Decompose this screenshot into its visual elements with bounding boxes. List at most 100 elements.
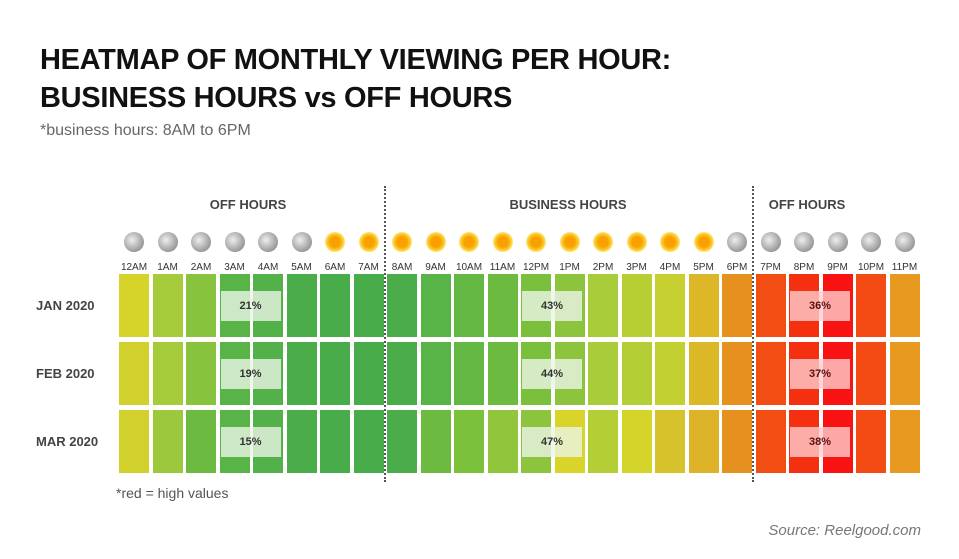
- sun-icon: [593, 232, 613, 252]
- heatmap-cell: [387, 342, 417, 405]
- month-label: FEB 2020: [36, 366, 95, 381]
- hour-label: 3AM: [224, 262, 245, 273]
- heatmap-cell: [755, 410, 786, 473]
- heatmap-cell: [119, 410, 149, 473]
- heatmap-cell: [588, 342, 618, 405]
- value-label: 38%: [790, 427, 850, 457]
- legend-note: *red = high values: [116, 485, 229, 501]
- hour-label: 6AM: [324, 262, 346, 273]
- month-label: JAN 2020: [36, 298, 95, 313]
- title-line-2: BUSINESS HOURS vs OFF HOURS: [40, 82, 513, 114]
- heatmap-cell: [186, 274, 216, 337]
- hour-label: 10PM: [857, 262, 885, 273]
- hour-label: 1PM: [559, 262, 580, 273]
- moon-icon: [124, 232, 144, 252]
- value-label: 43%: [522, 291, 582, 321]
- sun-icon: [526, 232, 546, 252]
- title-line-1: HEATMAP OF MONTHLY VIEWING PER HOUR:: [40, 44, 671, 76]
- section-label-off-hours-evening: OFF HOURS: [768, 197, 846, 212]
- sun-icon: [392, 232, 412, 252]
- sun-icon: [693, 232, 714, 252]
- moon-icon: [894, 232, 915, 252]
- hour-label: 11PM: [891, 262, 918, 273]
- heatmap-cell: [621, 410, 652, 473]
- heatmap-cell: [186, 342, 216, 405]
- heatmap-cell: [487, 274, 518, 337]
- moon-icon: [727, 232, 747, 252]
- hour-label: 9PM: [827, 262, 848, 273]
- hour-label: 2AM: [190, 262, 212, 273]
- heatmap-cell: [286, 410, 317, 473]
- value-label: 44%: [522, 359, 582, 389]
- hour-label: 7AM: [358, 262, 379, 273]
- heatmap-cell: [755, 342, 786, 405]
- sun-icon: [325, 232, 345, 252]
- heatmap-cell: [119, 274, 149, 337]
- hour-label: 12AM: [120, 262, 148, 273]
- month-label: MAR 2020: [36, 434, 99, 449]
- heatmap-cell: [655, 274, 685, 337]
- moon-icon: [157, 232, 178, 252]
- sun-icon: [559, 232, 580, 252]
- heatmap-cell: [320, 274, 350, 337]
- heatmap-cell: [755, 274, 786, 337]
- heatmap-cell: [487, 410, 518, 473]
- hour-label: 8PM: [793, 262, 815, 273]
- moon-icon: [794, 232, 814, 252]
- heatmap-cell: [655, 342, 685, 405]
- heatmap-cell: [621, 342, 652, 405]
- subtitle: *business hours: 8AM to 6PM: [40, 122, 251, 139]
- heatmap-cell: [286, 274, 317, 337]
- heatmap-cell: [387, 410, 417, 473]
- heatmap-cell: [420, 274, 451, 337]
- moon-icon: [258, 232, 278, 252]
- moon-icon: [224, 232, 245, 252]
- value-label: 37%: [790, 359, 850, 389]
- hour-label: 12PM: [522, 262, 550, 273]
- hour-label: 5AM: [291, 262, 312, 273]
- heatmap-cell: [655, 410, 685, 473]
- heatmap-cell: [688, 410, 719, 473]
- heatmap-cell: [320, 342, 350, 405]
- heatmap-cell: [487, 342, 518, 405]
- sun-icon: [492, 232, 513, 252]
- heatmap-cell: [856, 274, 886, 337]
- moon-icon: [191, 232, 211, 252]
- heatmap-cell: [621, 274, 652, 337]
- heatmap-cell: [722, 274, 752, 337]
- value-label: 47%: [522, 427, 582, 457]
- heatmap-cell: [889, 274, 920, 337]
- source-credit: Source: Reelgood.com: [768, 522, 921, 539]
- heatmap-cell: [152, 410, 183, 473]
- hour-label: 2PM: [592, 262, 614, 273]
- moon-icon: [760, 232, 781, 252]
- moon-icon: [861, 232, 881, 252]
- heatmap-cell: [588, 274, 618, 337]
- hour-label: 3PM: [626, 262, 647, 273]
- value-label: 21%: [220, 291, 281, 321]
- heatmap-cell: [320, 410, 350, 473]
- heatmap-cell: [856, 342, 886, 405]
- heatmap-cell: [286, 342, 317, 405]
- heatmap-cell: [420, 410, 451, 473]
- business-end-divider: [752, 186, 754, 482]
- heatmap-cell: [152, 274, 183, 337]
- sun-icon: [358, 232, 379, 252]
- hour-label: 5PM: [693, 262, 714, 273]
- value-label: 19%: [220, 359, 281, 389]
- sun-icon: [425, 232, 446, 252]
- moon-icon: [291, 232, 312, 252]
- sun-icon: [459, 232, 479, 252]
- value-label: 36%: [790, 291, 850, 321]
- sun-icon: [626, 232, 647, 252]
- heatmap-cell: [119, 342, 149, 405]
- heatmap-cell: [588, 410, 618, 473]
- hour-label: 4PM: [659, 262, 681, 273]
- heatmap-cell: [688, 274, 719, 337]
- heatmap-cell: [454, 342, 484, 405]
- heatmap-cell: [454, 274, 484, 337]
- heatmap-cell: [722, 410, 752, 473]
- heatmap-cell: [353, 410, 384, 473]
- heatmap-cell: [889, 410, 920, 473]
